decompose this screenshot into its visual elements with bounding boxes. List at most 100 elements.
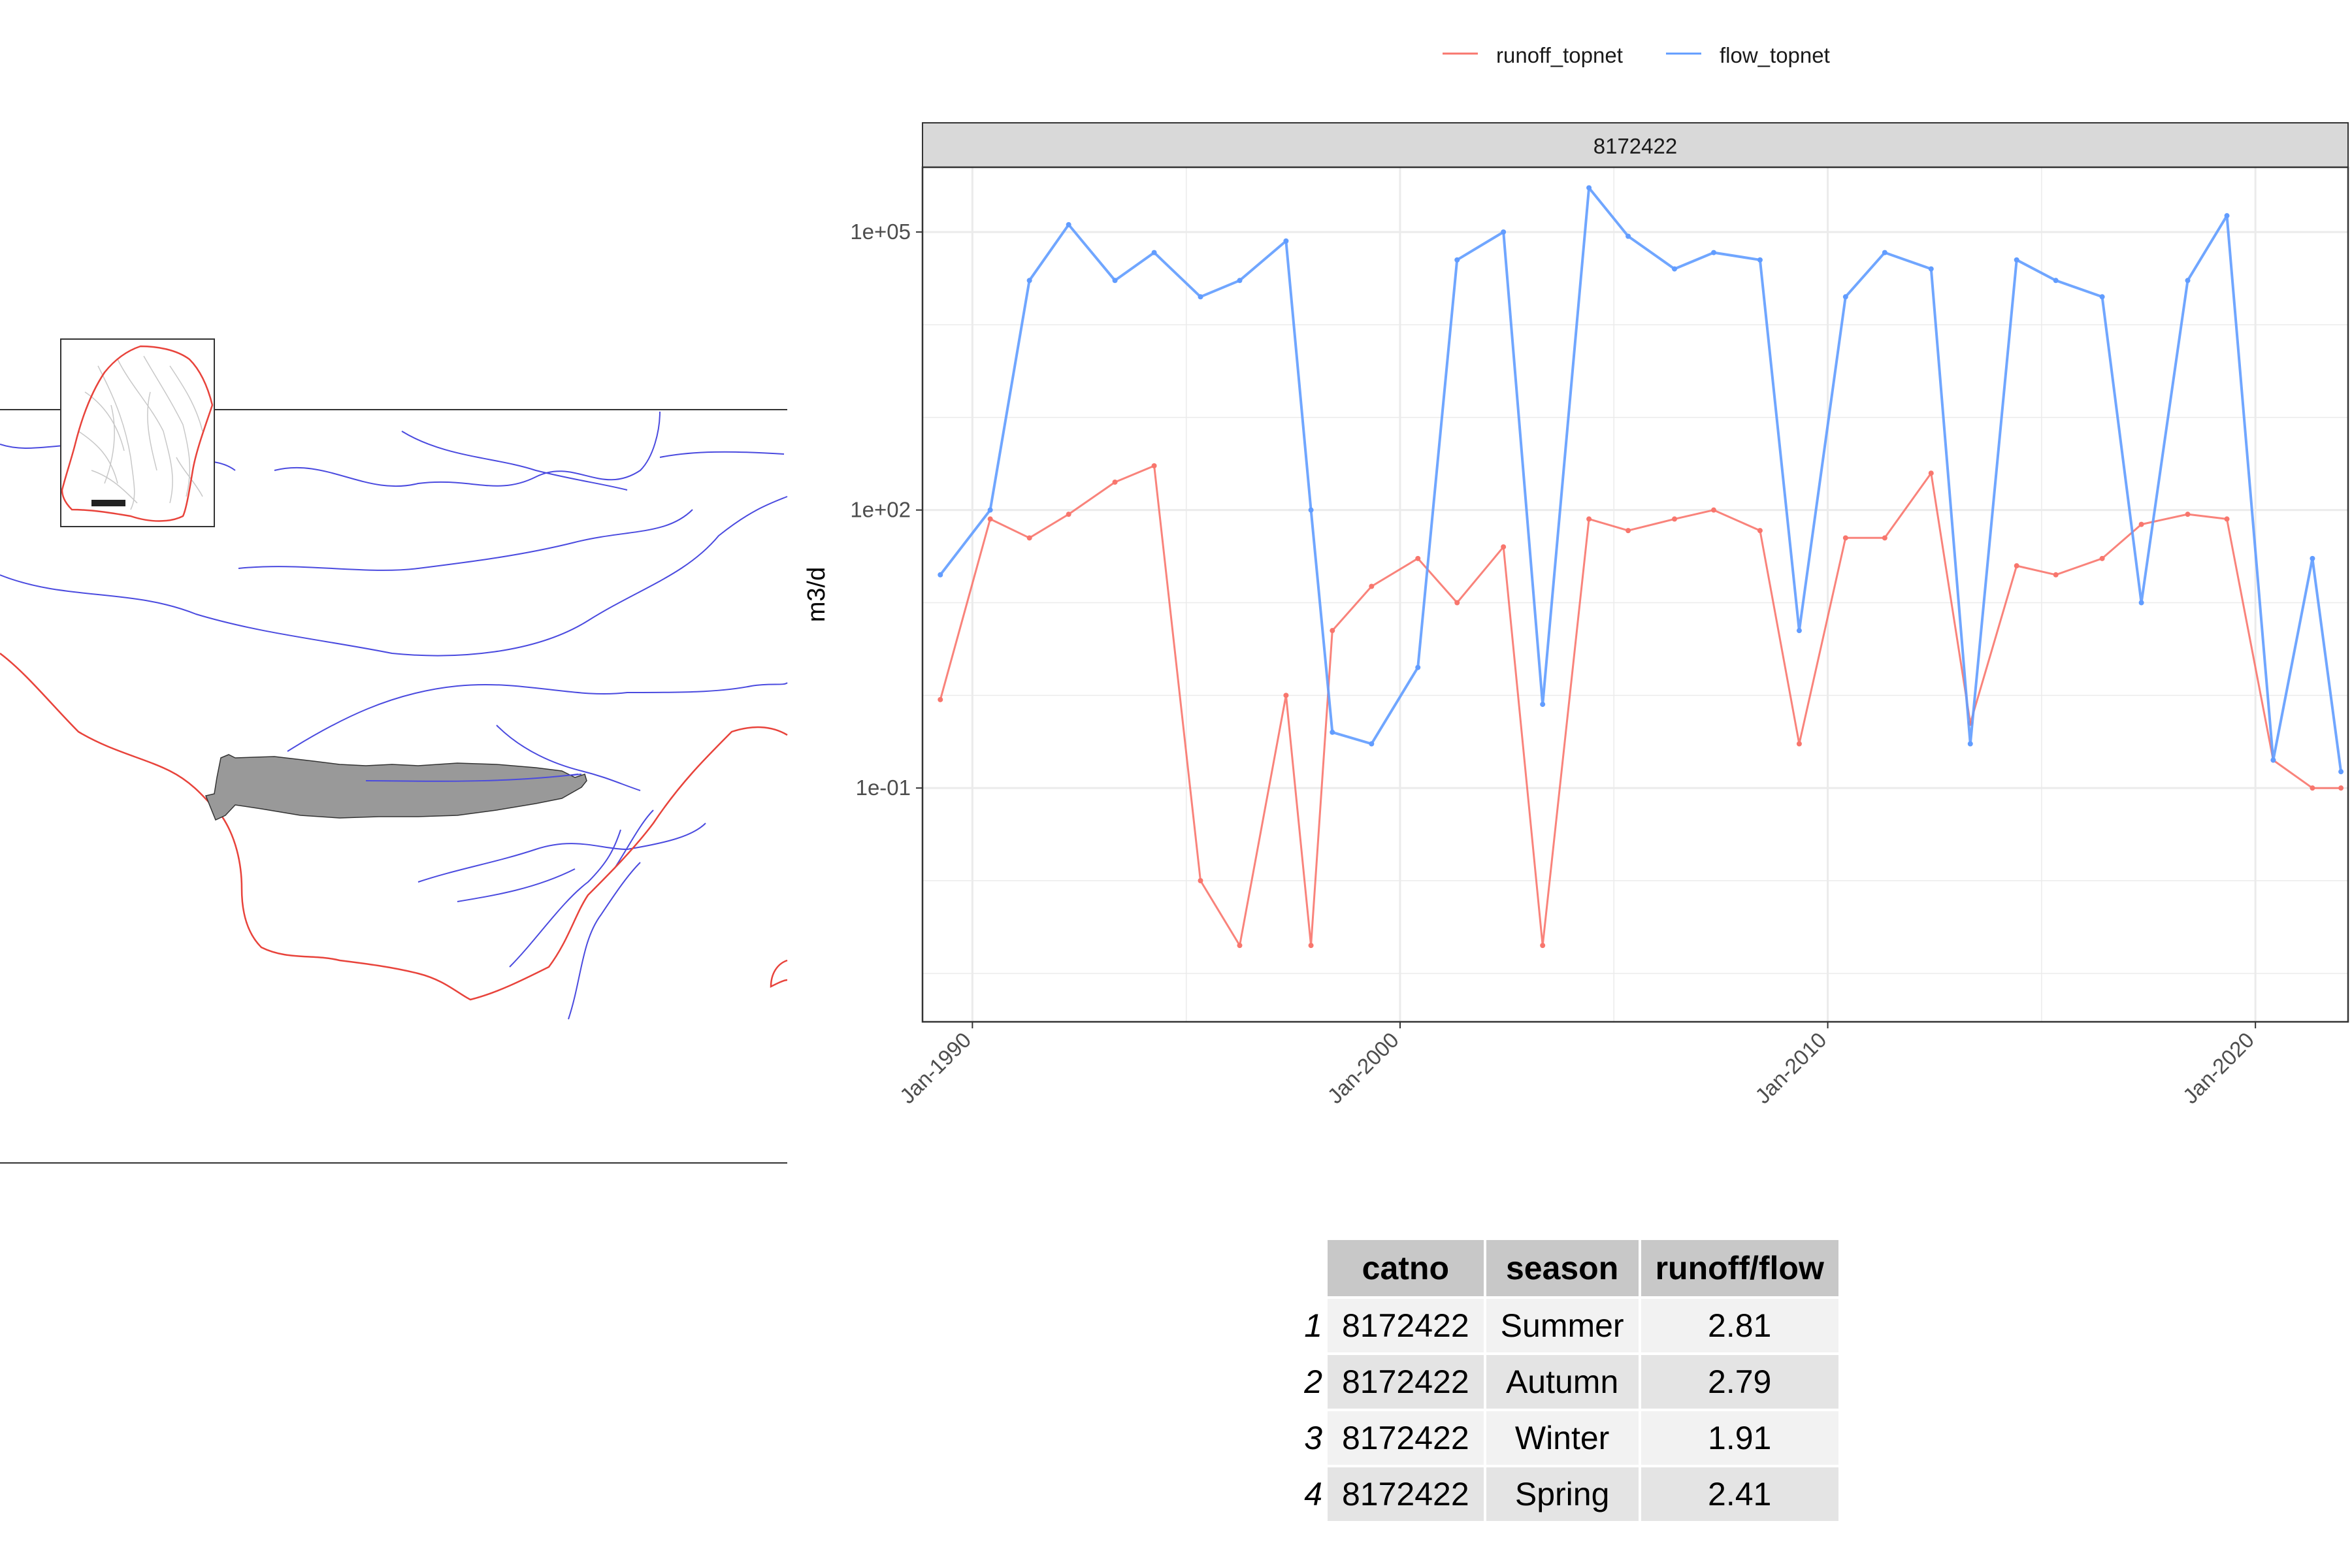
data-point-flow_topnet [2310,555,2315,561]
data-point-runoff_topnet [2310,785,2315,791]
data-point-flow_topnet [1882,250,1887,255]
data-point-runoff_topnet [1842,535,1848,541]
plot-grid [923,167,2348,1022]
data-point-flow_topnet [1540,702,1546,708]
y-axis-title: m3/d [803,567,830,622]
row-number: 2 [1304,1364,1322,1400]
table-row: 3 8172422 Winter 1.91 [1296,1411,1838,1465]
cell-catno: 8172422 [1328,1411,1484,1465]
data-point-runoff_topnet [2185,512,2191,517]
data-point-flow_topnet [938,572,943,578]
row-number: 3 [1304,1420,1322,1456]
x-tick-label: Jan-1990 [895,1028,975,1108]
data-point-flow_topnet [1237,278,1243,284]
inset-map [60,338,215,527]
cell-ratio: 1.91 [1641,1411,1838,1465]
river-line [496,725,641,791]
row-number: 4 [1304,1476,1322,1512]
data-point-runoff_topnet [1625,528,1631,534]
data-point-flow_topnet [1928,266,1934,272]
region-outline-fragment [770,959,788,988]
data-point-flow_topnet [1151,250,1157,255]
facet-label: 8172422 [1593,134,1677,158]
inset-frame [60,338,215,527]
data-point-flow_topnet [1586,185,1592,191]
data-point-flow_topnet [1796,628,1802,634]
data-point-flow_topnet [1501,229,1507,235]
data-point-flow_topnet [1842,294,1848,300]
data-point-flow_topnet [1198,294,1203,300]
data-point-runoff_topnet [2014,563,2019,569]
legend-label-runoff: runoff_topnet [1496,43,1623,67]
table-row: 2 8172422 Autumn 2.79 [1296,1355,1838,1409]
legend-label-flow: flow_topnet [1720,43,1830,67]
data-point-runoff_topnet [1026,535,1032,541]
river-line [568,862,641,1020]
y-tick-label: 1e+02 [850,498,911,522]
data-point-flow_topnet [2224,213,2230,219]
river-line [287,682,788,752]
river-line [613,809,654,870]
data-point-flow_topnet [2099,294,2105,300]
river-line [0,496,788,657]
data-point-runoff_topnet [1198,877,1203,883]
summary-table-wrap: catno season runoff/flow 1 8172422 Summe… [1294,1237,1841,1524]
data-point-runoff_topnet [2099,555,2105,561]
data-point-runoff_topnet [2138,521,2144,527]
y-tick-label: 1e+05 [850,220,911,244]
x-tick-label: Jan-2000 [1322,1028,1403,1108]
plot-series [938,185,2344,949]
data-point-runoff_topnet [1501,544,1507,550]
cell-season: Spring [1486,1467,1639,1521]
column-header: catno [1328,1240,1484,1296]
data-point-flow_topnet [2185,278,2191,284]
data-point-runoff_topnet [987,516,993,522]
data-point-flow_topnet [1330,729,1335,735]
data-point-runoff_topnet [1757,528,1763,534]
region-outline [0,653,788,1001]
data-point-flow_topnet [1112,278,1118,284]
cell-catno: 8172422 [1328,1355,1484,1409]
river-line [457,868,576,902]
data-point-runoff_topnet [1237,943,1243,949]
cell-ratio: 2.81 [1641,1299,1838,1352]
inset-region-outline [61,345,214,522]
chart-panel: runoff_topnet flow_topnet 8172422 1e-011… [803,43,2349,1108]
plot-panel-bg [923,167,2348,1022]
catchment-river [365,774,579,782]
data-point-runoff_topnet [938,696,943,702]
river-line [401,431,628,491]
data-point-runoff_topnet [1415,555,1421,561]
river-line [417,823,706,883]
data-point-runoff_topnet [1711,507,1717,513]
river-line [659,451,785,458]
data-point-flow_topnet [1026,278,1032,284]
data-point-runoff_topnet [2224,516,2230,522]
chart-legend: runoff_topnet flow_topnet [1443,43,1830,67]
facet-strip [922,122,2349,168]
data-point-runoff_topnet [2053,572,2059,578]
river-line [274,411,661,487]
data-point-runoff_topnet [1330,628,1335,634]
data-point-flow_topnet [1672,266,1678,272]
data-point-runoff_topnet [1454,600,1460,606]
data-point-flow_topnet [2014,257,2019,263]
data-point-runoff_topnet [1308,943,1314,949]
data-point-flow_topnet [2270,757,2276,763]
cell-ratio: 2.41 [1641,1467,1838,1521]
y-axis: 1e-01 1e+02 1e+05 [850,220,923,800]
river-line [509,829,621,968]
cell-catno: 8172422 [1328,1467,1484,1521]
cell-season: Autumn [1486,1355,1639,1409]
data-point-runoff_topnet [2338,785,2344,791]
data-point-runoff_topnet [1540,943,1546,949]
data-point-runoff_topnet [1066,512,1071,517]
column-header: runoff/flow [1641,1240,1838,1296]
data-point-flow_topnet [1415,664,1421,670]
data-point-flow_topnet [1757,257,1763,263]
x-axis: Jan-1990 Jan-2000 Jan-2010 Jan-2020 [895,1022,2259,1108]
data-point-runoff_topnet [1586,516,1592,522]
data-point-flow_topnet [1454,257,1460,263]
plot-panel-border [921,166,2349,1023]
